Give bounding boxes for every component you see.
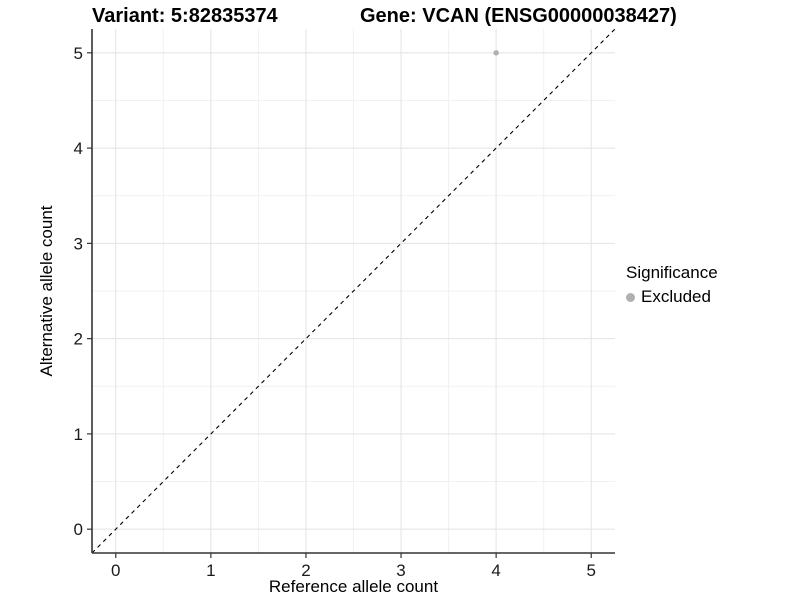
y-tick-label: 2 xyxy=(74,330,83,349)
x-tick-label: 4 xyxy=(491,561,500,580)
x-tick-label: 1 xyxy=(206,561,215,580)
gridlines-minor xyxy=(92,29,615,553)
y-axis-label: Alternative allele count xyxy=(37,205,56,377)
tick-labels: 0 1 2 3 4 5 0 1 2 3 4 5 xyxy=(74,44,596,580)
x-tick-label: 3 xyxy=(396,561,405,580)
legend-item-label: Excluded xyxy=(641,287,711,306)
gene-title: Gene: VCAN (ENSG00000038427) xyxy=(360,5,677,27)
identity-line xyxy=(91,28,616,554)
x-tick-label: 5 xyxy=(586,561,595,580)
y-tick-label: 5 xyxy=(74,44,83,63)
y-tick-label: 1 xyxy=(74,425,83,444)
data-points xyxy=(493,50,499,56)
excluded-point-icon xyxy=(626,292,635,302)
axis-lines xyxy=(91,29,615,554)
legend: Significance Excluded xyxy=(626,263,718,307)
x-tick-label: 2 xyxy=(301,561,310,580)
y-tick-label: 3 xyxy=(74,234,83,253)
x-tick-label: 0 xyxy=(111,561,120,580)
x-axis-label: Reference allele count xyxy=(268,577,439,596)
data-point xyxy=(493,50,499,56)
y-tick-label: 4 xyxy=(74,139,83,158)
tick-marks xyxy=(87,52,592,558)
y-tick-label: 0 xyxy=(74,520,83,539)
gridlines-major xyxy=(92,29,615,553)
legend-item-excluded: Excluded xyxy=(626,287,718,307)
variant-title: Variant: 5:82835374 xyxy=(92,5,278,27)
legend-title: Significance xyxy=(626,263,718,282)
